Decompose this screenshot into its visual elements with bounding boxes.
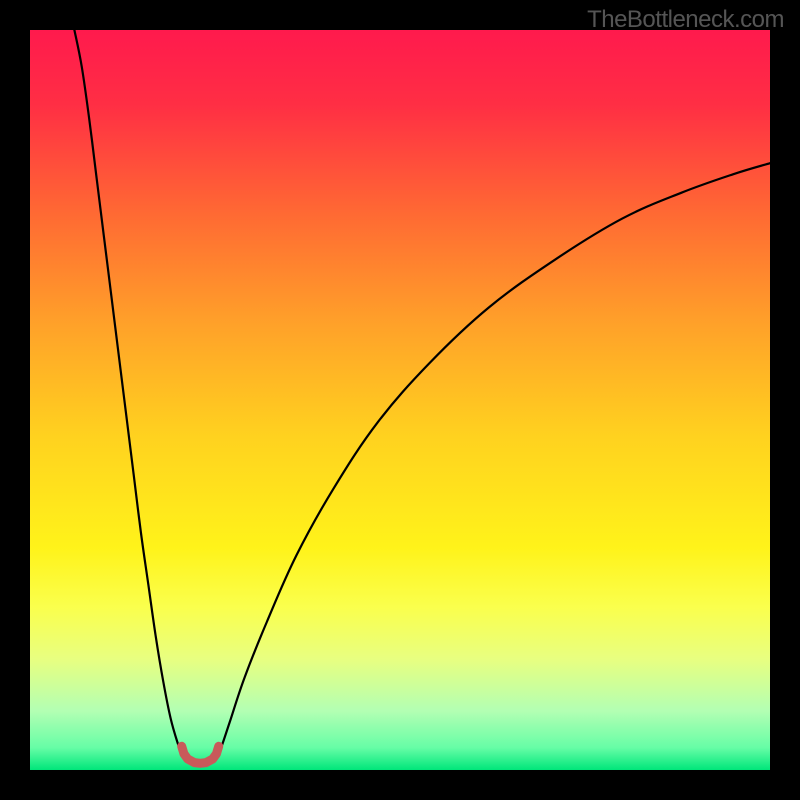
watermark-text: TheBottleneck.com bbox=[587, 6, 784, 34]
bottleneck-chart bbox=[30, 30, 770, 770]
chart-plot-area bbox=[30, 30, 770, 770]
chart-background bbox=[30, 30, 770, 770]
